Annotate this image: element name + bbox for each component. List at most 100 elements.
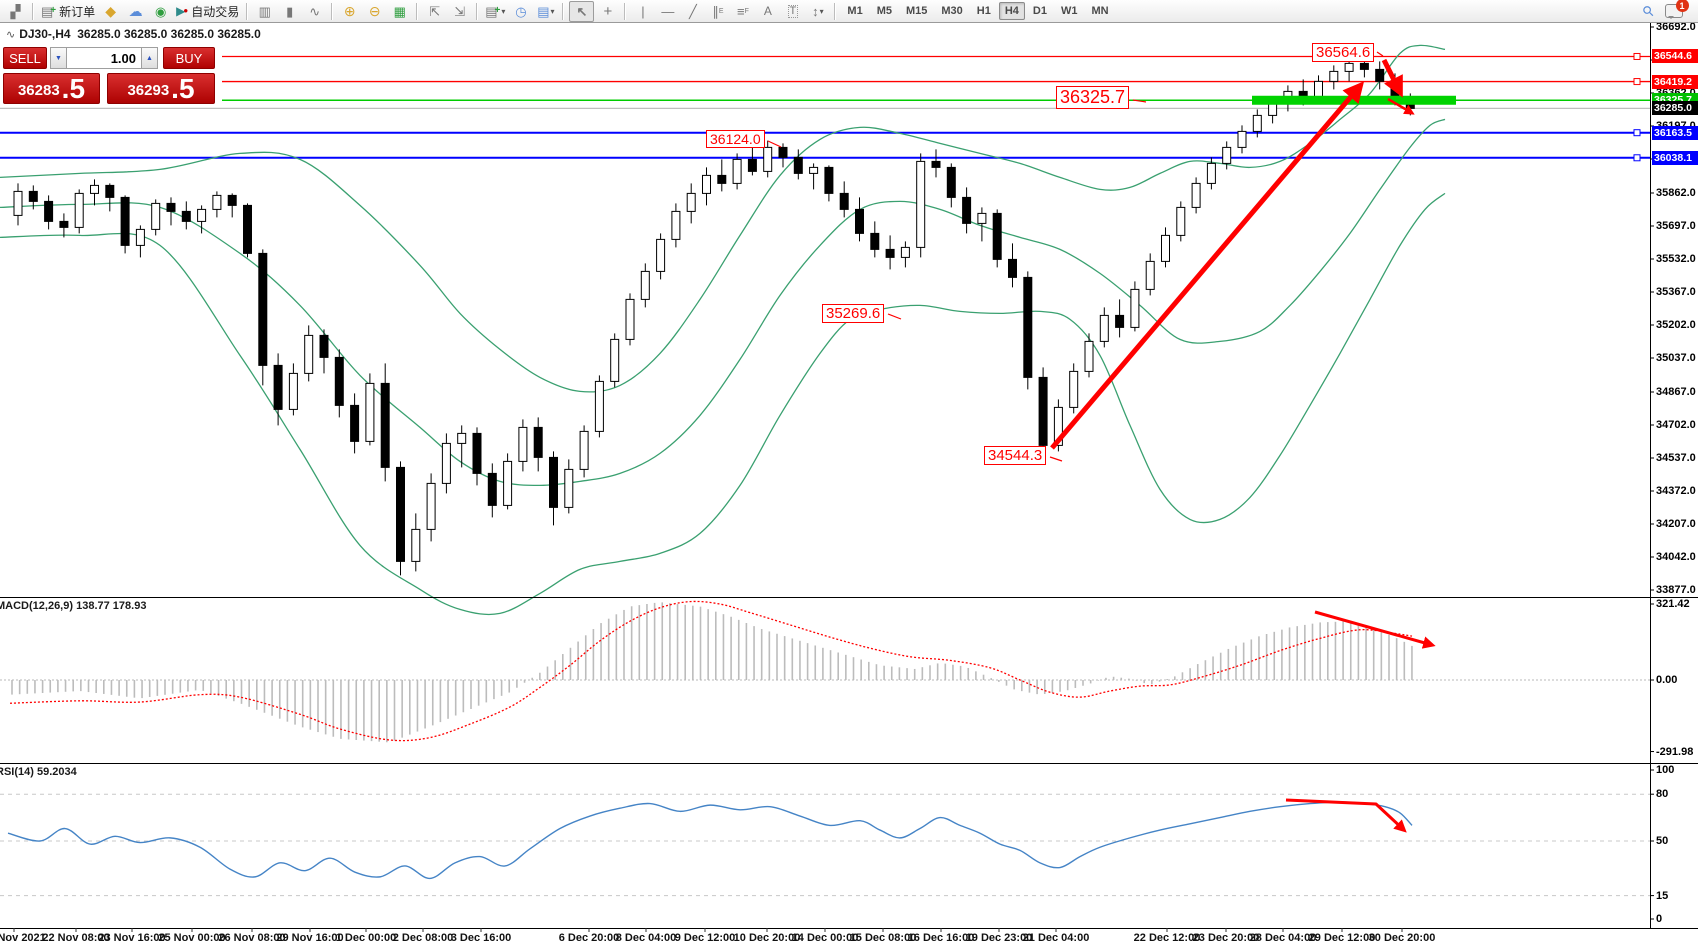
tile-windows-icon: ▦ (393, 3, 406, 19)
scroll-to-end-button[interactable]: ⇲ (448, 2, 471, 21)
period-button[interactable]: ◷ (509, 2, 532, 21)
chevron-down-icon: ▾ (819, 6, 824, 16)
toolbar-separator (562, 2, 565, 20)
search-icon: ⚲ (1639, 1, 1658, 21)
macd-title: MACD(12,26,9) 138.77 178.93 (0, 600, 147, 612)
arrows-tool-button[interactable]: ↕ ▾ (806, 2, 829, 21)
price-annotation-label[interactable]: 36564.6 (1312, 43, 1375, 63)
timeframe-M1[interactable]: M1 (847, 5, 863, 17)
rsi-value: 59.2034 (36, 766, 77, 778)
data-window-button[interactable]: ☁ (124, 2, 147, 21)
vertical-line-icon: | (641, 3, 645, 19)
label-icon: T (787, 4, 799, 18)
autotrading-label: 自动交易 (191, 4, 240, 19)
chat-icon: 1 (1664, 0, 1689, 19)
chevron-down-icon: ▾ (550, 6, 555, 16)
text-tool-button[interactable]: A (756, 2, 779, 21)
symbol-ohlc: 36285.0 36285.0 36285.0 36285.0 (77, 27, 261, 41)
notification-badge: 1 (1675, 0, 1689, 12)
time-axis-label: 6 Dec 20:00 (558, 932, 620, 944)
cursor-icon: ↖ (576, 3, 588, 19)
new-chart-button[interactable]: ▤ + ▾ (483, 2, 507, 21)
buy-button[interactable]: BUY (163, 47, 215, 69)
price-annotation-label[interactable]: 35269.6 (822, 304, 885, 324)
zoom-in-button[interactable]: ⊕ (338, 2, 361, 21)
time-axis-label: 23 Dec 20:00 (1192, 932, 1260, 944)
trendline-tool-button[interactable]: ╱ (681, 2, 704, 21)
buy-price-display[interactable]: 36293.5 (107, 73, 215, 104)
volume-stepper: ▼ ▲ (50, 47, 160, 69)
arrows-icon: ↕ (812, 3, 819, 19)
price-scale-label: 35697.0 (1656, 220, 1696, 232)
templates-button[interactable]: ▤ ▾ (534, 2, 557, 21)
signals-button[interactable]: ◉ (149, 2, 172, 21)
price-annotation-label[interactable]: 34544.3 (984, 446, 1047, 466)
volume-increase-button[interactable]: ▲ (141, 47, 158, 69)
symbol-name: DJ30-,H4 (19, 27, 71, 41)
rsi-scale-label: 100 (1656, 764, 1675, 776)
crosshair-tool-button[interactable]: + (596, 2, 619, 21)
time-axis-label: 29 Nov 16:00 (276, 932, 344, 944)
time-axis-label: 28 Dec 04:00 (1249, 932, 1317, 944)
time-axis-label: 14 Dec 00:00 (791, 932, 859, 944)
autotrading-button[interactable]: ▶ ● 自动交易 (174, 2, 241, 21)
triangle-down-icon: ▼ (55, 54, 62, 62)
zoom-in-icon: ⊕ (343, 3, 356, 19)
autotrading-icon: ▶ (176, 4, 186, 18)
wallet-icon: ◆ (105, 3, 117, 19)
price-badge: 36285.0 (1652, 101, 1698, 116)
macd-scale-label: 0.00 (1656, 674, 1678, 686)
channel-tool-button[interactable]: ∥ E (712, 3, 724, 19)
vertical-line-tool-button[interactable]: | (631, 2, 654, 21)
chat-button[interactable]: 1 (1662, 0, 1689, 21)
price-annotation-label[interactable]: 36325.7 (1056, 86, 1130, 109)
timeframe-MN[interactable]: MN (1091, 5, 1109, 17)
timeframe-M15[interactable]: M15 (905, 5, 928, 17)
sell-button[interactable]: SELL (3, 47, 47, 69)
market-watch-button[interactable]: ◆ (99, 2, 122, 21)
price-scale-label: 36692.0 (1656, 21, 1696, 33)
zoom-out-button[interactable]: ⊖ (363, 2, 386, 21)
tile-windows-button[interactable]: ▦ (388, 2, 411, 21)
rsi-scale-label: 15 (1656, 889, 1669, 902)
cloud-icon: ☁ (128, 3, 143, 19)
time-axis-label: 8 Dec 04:00 (615, 932, 677, 944)
fibonacci-tool-button[interactable]: ≡ F (736, 3, 749, 19)
search-button[interactable]: ⚲ (1637, 2, 1660, 21)
timeframe-H4[interactable]: H4 (998, 2, 1025, 20)
price-scale-label: 34042.0 (1656, 551, 1696, 563)
cursor-tool-button[interactable]: ↖ (569, 0, 595, 22)
auto-arrange-button[interactable]: ⇱ (423, 2, 446, 21)
new-order-plus-icon: + (50, 5, 57, 16)
price-annotation-label[interactable]: 36124.0 (706, 130, 765, 149)
price-scale-label: 35532.0 (1656, 253, 1696, 265)
price-scale-label: 34537.0 (1656, 452, 1696, 464)
timeframe-D1[interactable]: D1 (1032, 5, 1047, 17)
timeframe-W1[interactable]: W1 (1060, 5, 1078, 17)
sell-price-display[interactable]: 36283.5 (3, 73, 100, 104)
price-scale-label: 33877.0 (1656, 584, 1696, 596)
bar-chart-button[interactable]: ▥ (253, 2, 276, 21)
time-axis-label: 30 Dec 20:00 (1368, 932, 1436, 944)
horizontal-line-tool-button[interactable]: — (656, 2, 679, 21)
time-axis-label: 16 Dec 16:00 (907, 932, 975, 944)
candlestick-chart-button[interactable]: ▮ (278, 2, 301, 21)
main-toolbar: ▞ ▤ + 新订单 ◆ ☁ ◉ ▶ ● 自动交易 ▥ ▮ ∿ ⊕ ⊖ ▦ ⇱ ⇲… (0, 0, 1698, 23)
volume-input[interactable] (67, 47, 141, 69)
price-scale-label: 34207.0 (1656, 518, 1696, 530)
time-axis-label: 19 Dec 23:00 (965, 932, 1033, 944)
timeframe-M30[interactable]: M30 (941, 5, 963, 17)
timeframe-M5[interactable]: M5 (876, 5, 892, 17)
time-axis-label: 22 Dec 12:00 (1133, 932, 1201, 944)
new-order-button[interactable]: ▤ + 新订单 (39, 2, 97, 21)
volume-decrease-button[interactable]: ▼ (50, 47, 67, 69)
symbol-mini-icon: ∿ (6, 29, 16, 41)
label-tool-button[interactable]: T (781, 2, 804, 21)
arrange-up-icon: ⇱ (429, 3, 441, 19)
line-chart-button[interactable]: ∿ (303, 2, 326, 21)
timeframe-H1[interactable]: H1 (976, 5, 991, 17)
timeframe-bar: M1 M5 M15 M30 H1 H4 D1 W1 MN (840, 2, 1115, 20)
time-axis-label: 9 Dec 12:00 (674, 932, 736, 944)
